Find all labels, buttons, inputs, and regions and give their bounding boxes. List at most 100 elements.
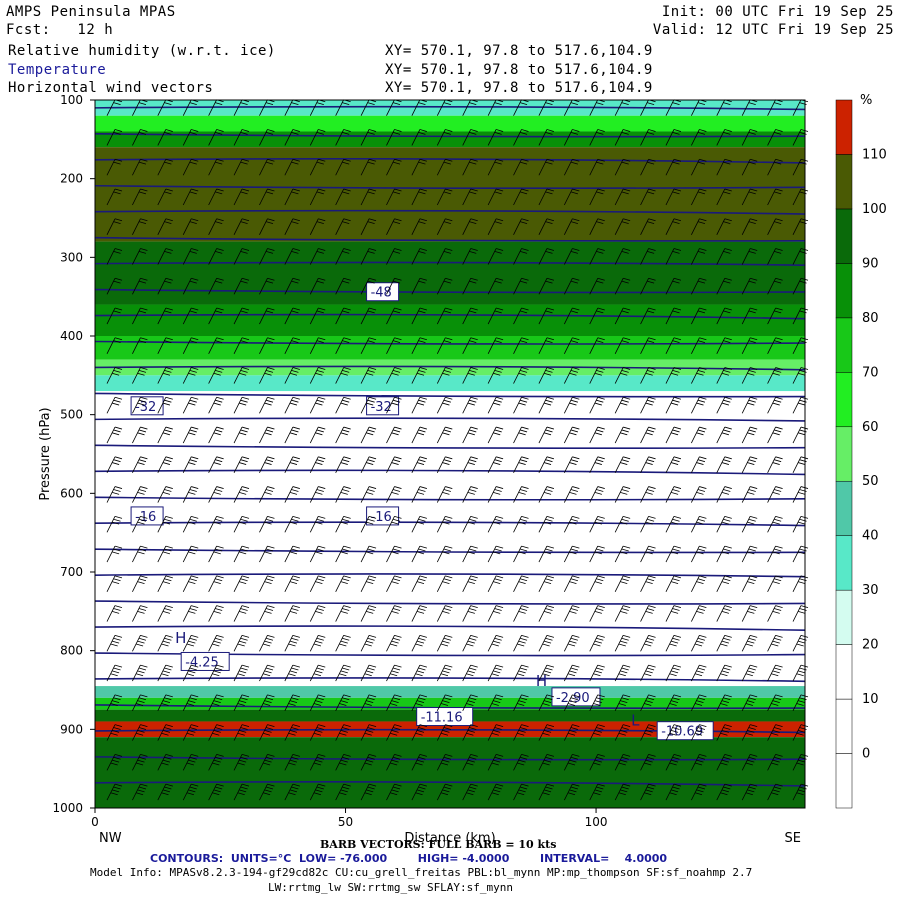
wind-barb-16-8: [309, 575, 326, 593]
wind-barb-1-4: [208, 129, 224, 146]
wind-barb-10-0: [106, 396, 123, 414]
wind-barb-13-7: [284, 486, 300, 503]
wind-barb-19-23: [691, 664, 707, 682]
wind-barb-13-20: [614, 486, 631, 503]
wind-barb-13-0: [106, 486, 123, 503]
wind-barb-11-25: [741, 426, 758, 444]
y-tick-label-1: 200: [60, 172, 83, 186]
rh-layer-4: [95, 241, 805, 305]
wind-barb-21-2: [157, 724, 173, 741]
wind-barb-17-13: [436, 605, 453, 622]
wind-barb-14-24: [716, 515, 732, 533]
wind-barb-6-13: [436, 277, 453, 295]
wind-barb-17-0: [106, 605, 123, 622]
wind-barb-16-26: [767, 575, 783, 593]
wind-barb-5-2: [157, 248, 173, 265]
wind-barb-22-24: [716, 753, 732, 771]
wind-barb-17-21: [640, 605, 656, 622]
wind-barb-6-22: [665, 277, 682, 295]
colorbar-label-2: 20: [862, 638, 879, 653]
wind-barb-23-0: [106, 783, 123, 801]
wind-barb-7-16: [513, 307, 529, 325]
wind-barb-5-26: [767, 248, 783, 265]
wind-barb-1-13: [436, 129, 453, 146]
wind-barb-10-6: [259, 396, 275, 414]
wind-barb-9-8: [309, 367, 326, 384]
colorbar-bin-6: [835, 426, 853, 482]
wind-barb-12-20: [614, 456, 631, 473]
wind-barb-13-12: [411, 486, 427, 503]
wind-barb-5-22: [665, 248, 682, 265]
wind-barb-16-21: [640, 575, 656, 593]
wind-barb-2-21: [640, 158, 656, 176]
forecast-hour: Fcst: 12 h: [6, 22, 114, 38]
wind-barb-8-11: [386, 337, 402, 354]
wind-barb-8-18: [563, 337, 580, 354]
wind-barb-3-22: [665, 188, 682, 206]
wind-barb-11-3: [182, 426, 199, 444]
wind-barb-7-19: [589, 307, 605, 325]
wind-barb-12-23: [691, 456, 707, 473]
wind-barb-10-23: [691, 396, 707, 414]
wind-barb-5-11: [386, 248, 402, 265]
wind-barb-12-8: [309, 456, 326, 473]
wind-barb-4-18: [563, 218, 580, 235]
wind-barb-10-11: [386, 396, 402, 414]
wind-barb-6-24: [716, 277, 732, 295]
wind-barb-4-9: [335, 218, 351, 235]
wind-barb-11-21: [640, 426, 656, 444]
wind-barb-21-10: [360, 724, 377, 741]
wind-barb-23-23: [691, 783, 707, 801]
wind-barb-1-17: [538, 129, 555, 146]
wind-barb-8-5: [233, 337, 250, 354]
wind-barb-12-15: [487, 456, 504, 473]
temp-label-box-1: [130, 396, 164, 416]
wind-barb-4-6: [259, 218, 275, 235]
wind-barb-13-10: [360, 486, 377, 503]
wind-barb-22-22: [665, 753, 682, 771]
wind-barb-14-9: [335, 515, 351, 533]
wind-barb-9-3: [182, 367, 199, 384]
wind-barb-19-16: [513, 664, 529, 682]
wind-barb-23-4: [208, 783, 224, 801]
colorbar-label-1: 10: [862, 692, 879, 707]
wind-barb-8-26: [767, 337, 783, 354]
wind-barb-13-25: [741, 486, 758, 503]
wind-barb-9-6: [259, 367, 275, 384]
wind-barb-22-9: [335, 753, 351, 771]
wind-barb-18-0: [106, 634, 123, 652]
temp-label-1: -32: [130, 396, 164, 416]
wind-barb-8-9: [335, 337, 351, 354]
wind-barb-11-15: [487, 426, 504, 444]
wind-barb-11-7: [284, 426, 300, 444]
wind-barb-20-7: [284, 694, 300, 712]
wind-barb-22-18: [563, 753, 580, 771]
wind-barb-15-4: [208, 545, 224, 563]
wind-barb-6-18: [563, 277, 580, 295]
wind-barb-9-5: [233, 367, 250, 384]
wind-barb-10-20: [614, 396, 631, 414]
colorbar-label-8: 80: [862, 311, 879, 326]
wind-barb-16-20: [614, 575, 631, 593]
wind-barb-20-21: [640, 694, 656, 712]
wind-barb-11-0: [106, 426, 123, 444]
wind-barb-7-8: [309, 307, 326, 325]
wind-barb-11-8: [309, 426, 326, 444]
wind-barb-1-1: [132, 129, 148, 146]
wind-barb-15-18: [563, 545, 580, 563]
wind-barb-14-0: [106, 515, 123, 533]
wind-barb-21-23: [691, 724, 707, 741]
wind-barb-21-20: [614, 724, 631, 741]
wind-barb-3-1: [132, 188, 148, 206]
wind-barb-15-9: [335, 545, 351, 563]
wind-barb-13-13: [436, 486, 453, 503]
wind-barb-13-6: [259, 486, 275, 503]
wind-barb-4-8: [309, 218, 326, 235]
wind-barb-6-1: [132, 277, 148, 295]
init-time: Init: 00 UTC Fri 19 Sep 25: [661, 4, 894, 20]
wind-barb-8-0: [106, 337, 123, 354]
wind-barb-21-24: [716, 724, 732, 741]
wind-barb-13-15: [487, 486, 504, 503]
wind-barb-5-18: [563, 248, 580, 265]
wind-barb-2-15: [487, 158, 504, 176]
